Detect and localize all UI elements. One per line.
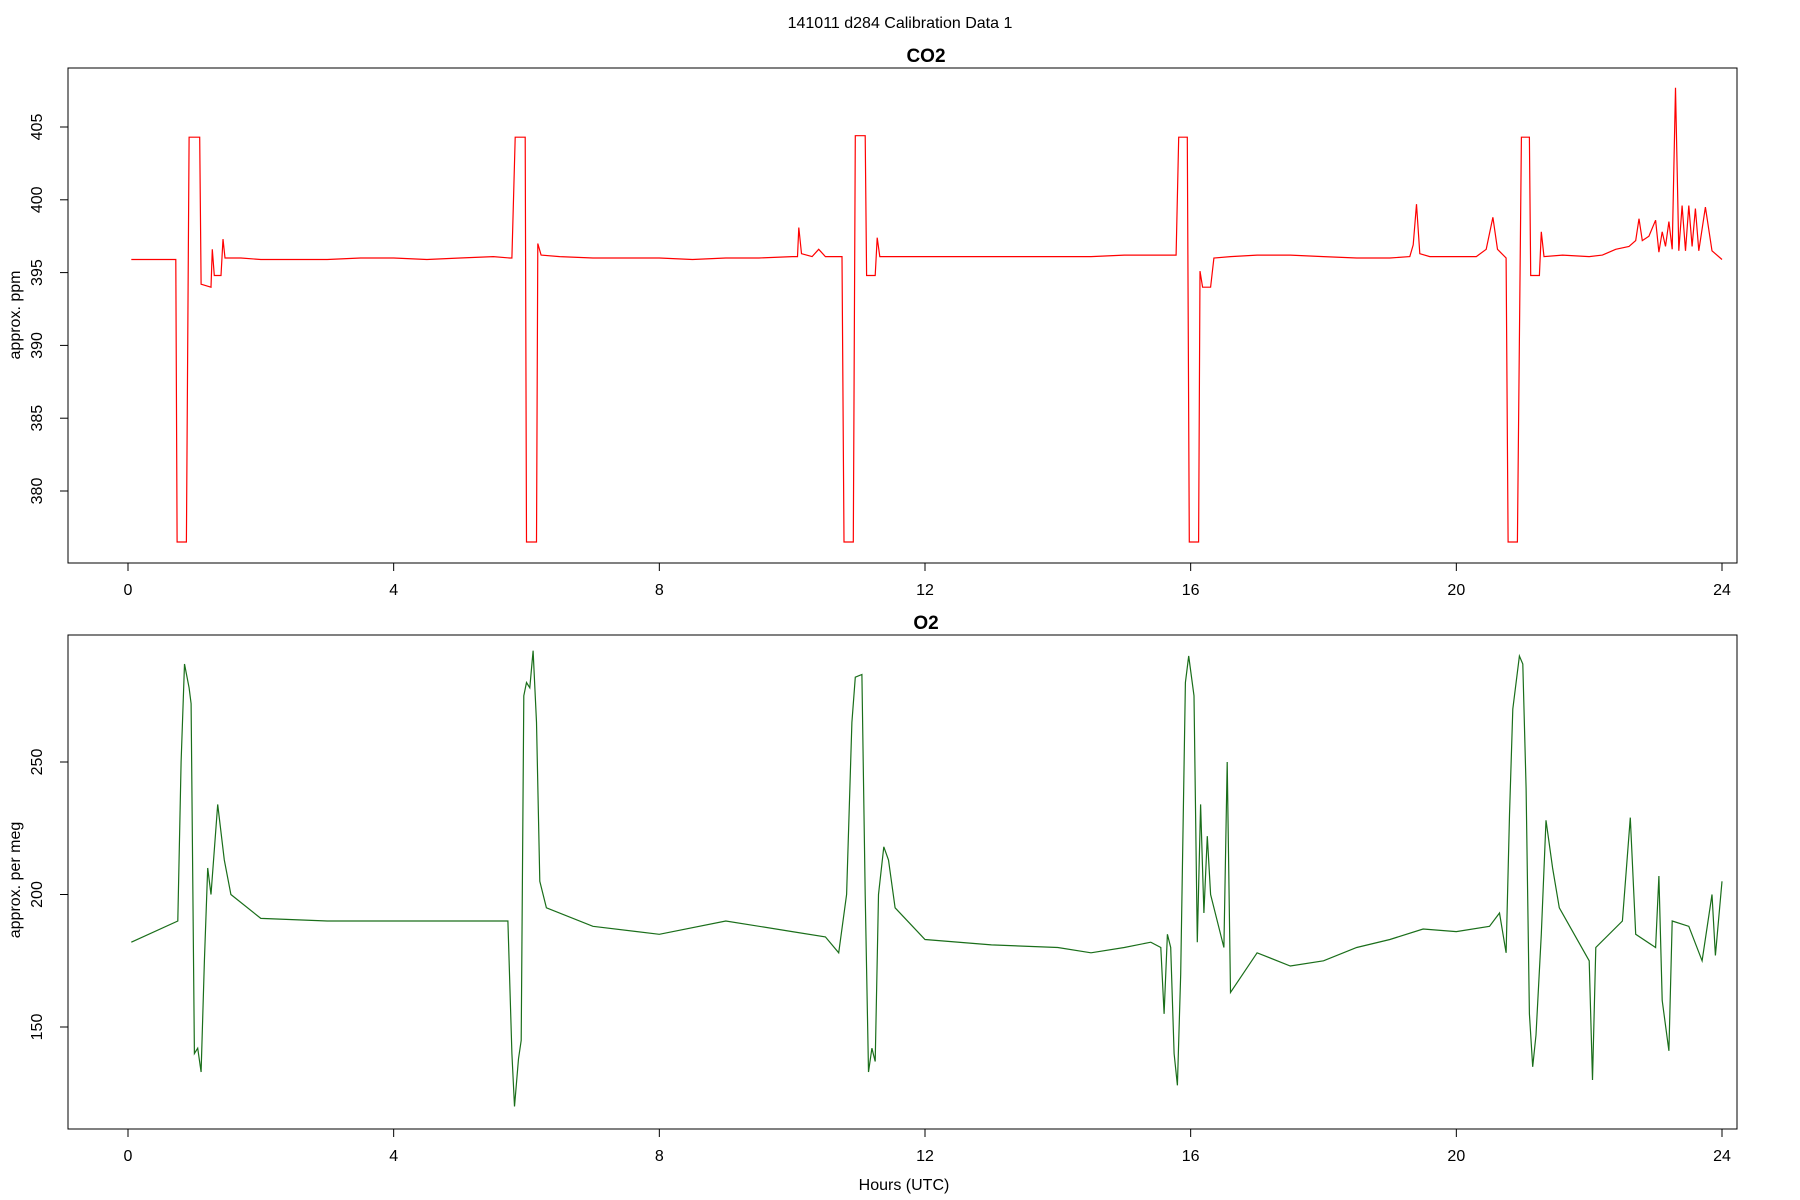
co2-series-line (131, 87, 1723, 543)
co2-panel-title: CO2 (906, 46, 945, 67)
co2-x-tick-label: 0 (124, 582, 133, 599)
co2-y-axis-label: approx. ppm (7, 271, 24, 360)
co2-y-tick-label: 380 (29, 478, 46, 505)
co2-x-tick-label: 12 (916, 582, 934, 599)
o2-y-axis-label: approx. per meg (7, 822, 24, 939)
co2-y-tick-label: 400 (29, 186, 46, 213)
o2-x-tick-label: 24 (1713, 1148, 1731, 1165)
co2-y-axis: 380 385 390 395 400 405 (29, 114, 68, 505)
o2-x-tick-label: 4 (389, 1148, 398, 1165)
o2-panel-title: O2 (913, 613, 938, 634)
o2-y-tick-label: 150 (29, 1014, 46, 1041)
co2-x-tick-label: 4 (389, 582, 398, 599)
o2-plot-frame (67, 634, 1738, 1130)
co2-y-tick-label: 405 (29, 114, 46, 141)
co2-x-tick-label: 20 (1447, 582, 1465, 599)
o2-panel: O2 approx. per meg Hours (UTC) 0 4 8 12 16 20… (7, 613, 1738, 1194)
co2-x-tick-label: 8 (655, 582, 664, 599)
co2-y-tick-label: 385 (29, 405, 46, 432)
o2-series-line (131, 650, 1723, 1107)
o2-x-axis-label: Hours (UTC) (859, 1177, 950, 1194)
o2-x-tick-label: 20 (1447, 1148, 1465, 1165)
o2-y-tick-label: 200 (29, 881, 46, 908)
o2-y-tick-label: 250 (29, 749, 46, 776)
figure-title: 141011 d284 Calibration Data 1 (788, 15, 1013, 32)
co2-x-tick-label: 24 (1713, 582, 1731, 599)
co2-y-tick-label: 395 (29, 259, 46, 286)
co2-plot-frame (67, 67, 1738, 564)
o2-y-axis: 150 200 250 (29, 749, 68, 1041)
o2-x-tick-label: 0 (124, 1148, 133, 1165)
o2-x-tick-label: 16 (1182, 1148, 1200, 1165)
co2-y-tick-label: 390 (29, 332, 46, 359)
co2-x-axis: 0 4 8 12 16 20 24 (124, 563, 1731, 599)
co2-x-tick-label: 16 (1182, 582, 1200, 599)
co2-panel: CO2 approx. ppm 0 4 8 12 16 20 24 380 385 390 395… (7, 46, 1738, 599)
o2-x-axis: 0 4 8 12 16 20 24 (124, 1129, 1731, 1165)
o2-x-tick-label: 12 (916, 1148, 934, 1165)
o2-x-tick-label: 8 (655, 1148, 664, 1165)
